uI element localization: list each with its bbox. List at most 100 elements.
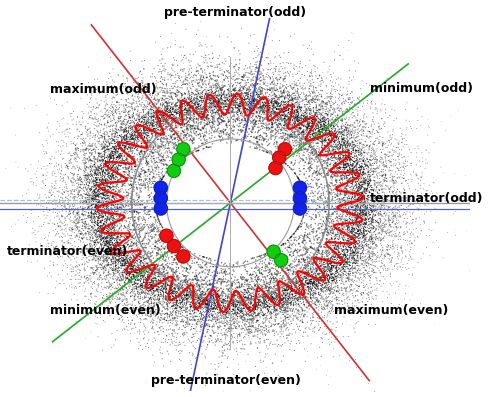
Point bbox=[302, 278, 310, 284]
Point bbox=[240, 99, 248, 106]
Point bbox=[275, 76, 283, 83]
Point bbox=[126, 231, 134, 237]
Point bbox=[91, 170, 99, 176]
Point bbox=[168, 282, 176, 288]
Point bbox=[108, 192, 116, 198]
Point bbox=[217, 97, 225, 103]
Point bbox=[347, 39, 355, 45]
Point bbox=[306, 100, 314, 106]
Point bbox=[121, 296, 129, 302]
Point bbox=[183, 299, 191, 306]
Point bbox=[128, 154, 136, 161]
Point bbox=[348, 229, 356, 236]
Point bbox=[94, 164, 102, 170]
Point bbox=[172, 266, 180, 273]
Point bbox=[221, 109, 229, 116]
Point bbox=[272, 297, 280, 303]
Point bbox=[99, 220, 107, 226]
Point bbox=[171, 295, 179, 301]
Point bbox=[302, 212, 310, 219]
Point bbox=[204, 286, 212, 292]
Point bbox=[262, 108, 270, 114]
Point bbox=[348, 193, 356, 200]
Point bbox=[199, 81, 207, 88]
Point bbox=[384, 168, 392, 174]
Point bbox=[331, 264, 339, 271]
Point bbox=[149, 289, 157, 296]
Point bbox=[145, 212, 153, 218]
Point bbox=[78, 230, 86, 237]
Point bbox=[99, 157, 107, 163]
Point bbox=[200, 98, 208, 105]
Point bbox=[262, 139, 270, 145]
Point bbox=[316, 110, 324, 116]
Point bbox=[333, 294, 341, 300]
Point bbox=[368, 224, 376, 231]
Point bbox=[237, 293, 245, 299]
Point bbox=[418, 174, 426, 181]
Point bbox=[182, 80, 190, 87]
Point bbox=[240, 96, 248, 102]
Point bbox=[246, 279, 254, 285]
Point bbox=[71, 235, 79, 241]
Point bbox=[158, 116, 166, 123]
Point bbox=[382, 266, 390, 272]
Point bbox=[212, 263, 220, 270]
Point bbox=[380, 211, 388, 217]
Point bbox=[178, 244, 186, 251]
Point bbox=[225, 109, 233, 116]
Point bbox=[158, 103, 166, 110]
Point bbox=[254, 283, 262, 289]
Point bbox=[226, 133, 234, 139]
Point bbox=[298, 299, 306, 305]
Point bbox=[144, 181, 152, 187]
Point bbox=[164, 154, 172, 160]
Point bbox=[345, 171, 353, 177]
Point bbox=[294, 92, 302, 98]
Point bbox=[336, 260, 344, 267]
Point bbox=[263, 116, 271, 122]
Point bbox=[325, 141, 333, 147]
Point bbox=[163, 275, 171, 281]
Point bbox=[158, 177, 166, 183]
Point bbox=[282, 152, 290, 158]
Point bbox=[64, 174, 72, 181]
Point bbox=[304, 290, 312, 297]
Point bbox=[164, 315, 172, 321]
Point bbox=[236, 91, 244, 98]
Point bbox=[160, 273, 168, 279]
Point bbox=[318, 158, 326, 165]
Point bbox=[258, 96, 266, 102]
Point bbox=[267, 313, 275, 320]
Point bbox=[170, 315, 178, 321]
Point bbox=[253, 91, 261, 97]
Point bbox=[184, 309, 192, 315]
Point bbox=[104, 154, 112, 160]
Point bbox=[232, 287, 240, 294]
Point bbox=[289, 267, 297, 273]
Point bbox=[314, 93, 322, 100]
Point bbox=[148, 137, 156, 144]
Point bbox=[98, 189, 106, 195]
Point bbox=[318, 152, 326, 158]
Point bbox=[94, 223, 102, 229]
Point bbox=[368, 186, 376, 193]
Point bbox=[396, 196, 404, 202]
Point bbox=[172, 302, 180, 308]
Point bbox=[290, 124, 298, 130]
Point bbox=[134, 264, 142, 270]
Point bbox=[280, 323, 288, 329]
Point bbox=[150, 96, 158, 102]
Point bbox=[370, 168, 378, 174]
Point bbox=[268, 121, 276, 128]
Point bbox=[382, 157, 390, 163]
Point bbox=[190, 316, 198, 323]
Point bbox=[376, 158, 384, 164]
Point bbox=[52, 231, 60, 237]
Point bbox=[332, 172, 340, 179]
Point bbox=[198, 291, 205, 298]
Point bbox=[326, 57, 334, 63]
Point bbox=[289, 264, 297, 270]
Point bbox=[212, 99, 220, 106]
Point bbox=[79, 204, 87, 210]
